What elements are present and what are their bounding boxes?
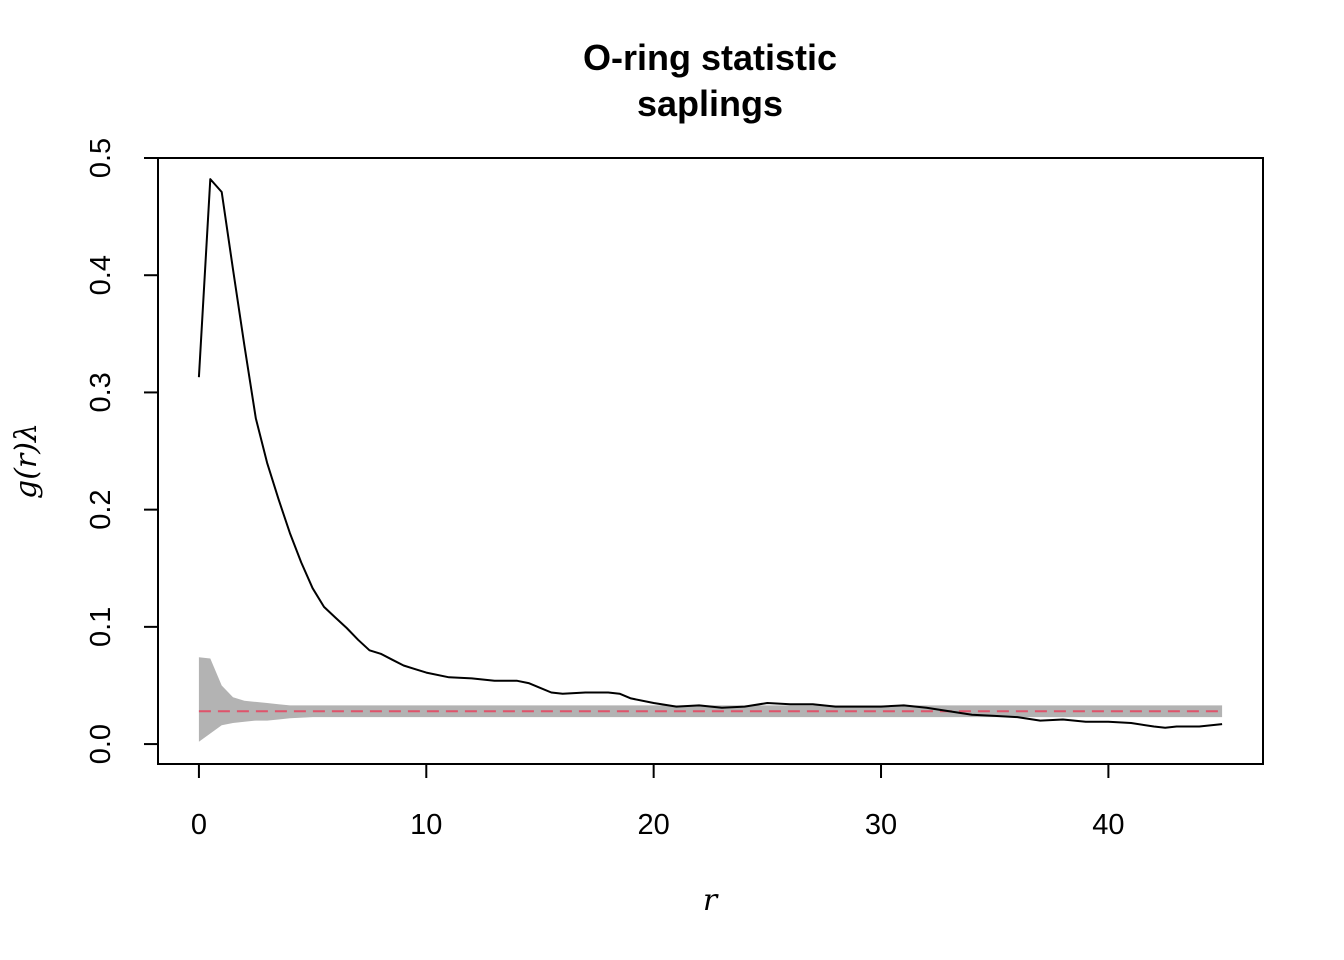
x-tick-label: 20 bbox=[638, 809, 670, 841]
y-tick-label: 0.3 bbox=[85, 372, 117, 412]
chart-title: O-ring statistic bbox=[583, 37, 837, 78]
y-tick-label: 0.4 bbox=[85, 255, 117, 295]
y-tick-label: 0.0 bbox=[85, 724, 117, 764]
x-tick-label: 0 bbox=[191, 809, 207, 841]
x-tick-label: 40 bbox=[1092, 809, 1124, 841]
y-tick-label: 0.1 bbox=[85, 607, 117, 647]
y-tick-label: 0.5 bbox=[85, 138, 117, 178]
y-tick-label: 0.2 bbox=[85, 489, 117, 529]
chart-subtitle: saplings bbox=[637, 83, 783, 124]
x-tick-label: 10 bbox=[410, 809, 442, 841]
plot-frame bbox=[157, 157, 1264, 765]
x-axis-label: r bbox=[703, 883, 719, 918]
x-tick-label: 30 bbox=[865, 809, 897, 841]
y-axis-label: g(r)λ bbox=[9, 423, 44, 499]
observed-line bbox=[197, 178, 1223, 729]
x-axis: 0 10 20 30 40 bbox=[191, 763, 1125, 841]
simulation-envelope bbox=[198, 657, 1223, 742]
envelope-layer bbox=[198, 657, 1223, 742]
y-axis: 0.0 0.1 0.2 0.3 0.4 0.5 bbox=[85, 138, 159, 764]
series-layer bbox=[197, 178, 1223, 729]
